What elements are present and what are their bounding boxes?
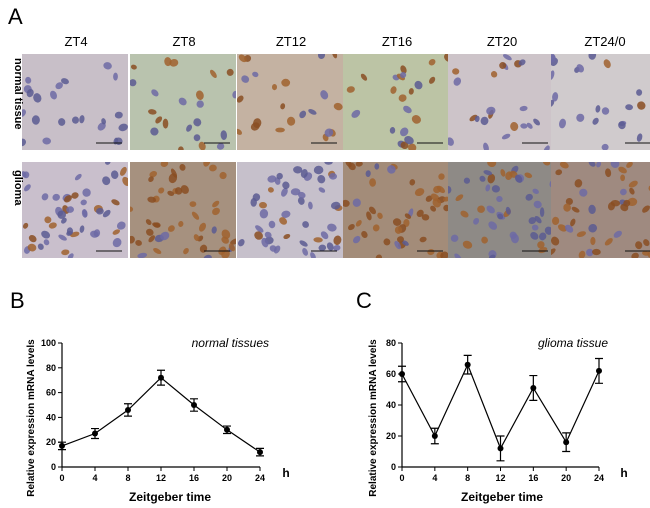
- series-line: [61, 376, 261, 453]
- y-tick-label: 0: [51, 462, 56, 472]
- micrograph-normal-zt8: [130, 54, 236, 150]
- x-tick-label: 20: [561, 473, 571, 483]
- axes: 0 4 8 12 16 20 24 0 20 40 60 80 100: [41, 338, 265, 483]
- y-tick-label: 20: [386, 431, 396, 441]
- data-point: [158, 374, 164, 381]
- column-label-zt8: ZT8: [172, 34, 196, 49]
- data-point: [125, 406, 131, 413]
- data-point: [257, 449, 263, 456]
- panel-label-a: A: [8, 4, 23, 29]
- x-axis-label: Zeitgeber time: [129, 490, 211, 504]
- y-tick-label: 100: [41, 338, 56, 348]
- micrograph-glioma-zt12: [237, 162, 343, 258]
- micrograph-normal-zt12: [237, 54, 343, 150]
- x-axis-unit: h: [282, 466, 289, 480]
- micrograph-glioma-zt16: [343, 162, 449, 258]
- y-axis-label: Relative expression mRNA levels: [368, 339, 379, 497]
- y-tick-label: 60: [46, 388, 56, 398]
- x-tick-label: 4: [432, 473, 437, 483]
- column-label-zt12: ZT12: [275, 34, 307, 49]
- data-point: [497, 445, 504, 452]
- data-point: [530, 384, 537, 391]
- x-tick-label: 4: [92, 473, 97, 483]
- y-tick-label: 40: [46, 412, 56, 422]
- chart-normal-tissues: Relative expression mRNA levels normal t…: [26, 336, 290, 504]
- y-tick-label: 40: [386, 400, 396, 410]
- micrograph-normal-zt20: [448, 54, 554, 150]
- x-axis-label: Zeitgeber time: [461, 490, 543, 504]
- micrograph-glioma-zt8: [130, 162, 236, 258]
- panel-label-b: B: [10, 288, 25, 313]
- data-marks: [58, 369, 264, 457]
- micrograph-normal-zt4: [22, 54, 128, 150]
- data-point: [464, 361, 471, 368]
- chart-glioma-tissue: Relative expression mRNA levels glioma t…: [368, 336, 628, 504]
- x-tick-label: 12: [156, 473, 166, 483]
- y-tick-label: 80: [386, 338, 396, 348]
- y-tick-label: 60: [386, 369, 396, 379]
- data-point: [399, 371, 405, 377]
- micrograph-normal-zt16: [343, 54, 449, 150]
- micrograph-glioma-zt20: [448, 162, 554, 258]
- x-tick-label: 8: [465, 473, 470, 483]
- data-point: [596, 367, 602, 374]
- data-point: [224, 426, 230, 433]
- row-label-glioma: glioma: [12, 170, 24, 206]
- y-tick-label: 80: [46, 363, 56, 373]
- axes: 0 4 8 12 16 20 24 0 20 40 60 80: [386, 338, 604, 483]
- data-point: [92, 430, 98, 437]
- x-tick-label: 20: [222, 473, 232, 483]
- chart-annotation: glioma tissue: [538, 336, 608, 350]
- column-label-zt4: ZT4: [64, 34, 88, 49]
- panel-label-c: C: [356, 288, 372, 313]
- x-tick-label: 0: [399, 473, 404, 483]
- data-point: [431, 433, 438, 439]
- row-label-normal-tissue: normal tissue: [12, 58, 24, 130]
- x-tick-label: 16: [528, 473, 538, 483]
- micrograph-glioma-zt4: [22, 162, 128, 258]
- micrograph-normal-zt24-0: [551, 54, 650, 150]
- x-axis-unit: h: [620, 466, 627, 480]
- chart-annotation: normal tissues: [192, 336, 269, 350]
- y-axis-label: Relative expression mRNA levels: [26, 339, 37, 497]
- data-point: [563, 439, 570, 446]
- x-tick-label: 16: [189, 473, 199, 483]
- data-marks: [398, 354, 603, 462]
- x-tick-label: 24: [255, 473, 265, 483]
- x-tick-label: 24: [594, 473, 604, 483]
- x-tick-label: 12: [495, 473, 505, 483]
- column-label-zt24-0: ZT24/0: [584, 34, 626, 49]
- y-tick-label: 20: [46, 437, 56, 447]
- micrograph-glioma-zt24-0: [551, 162, 650, 258]
- y-tick-label: 0: [391, 462, 396, 472]
- column-label-zt20: ZT20: [486, 34, 518, 49]
- x-tick-label: 0: [59, 473, 64, 483]
- data-point: [59, 442, 65, 449]
- column-label-zt16: ZT16: [381, 34, 413, 49]
- x-tick-label: 8: [125, 473, 130, 483]
- data-point: [191, 402, 197, 408]
